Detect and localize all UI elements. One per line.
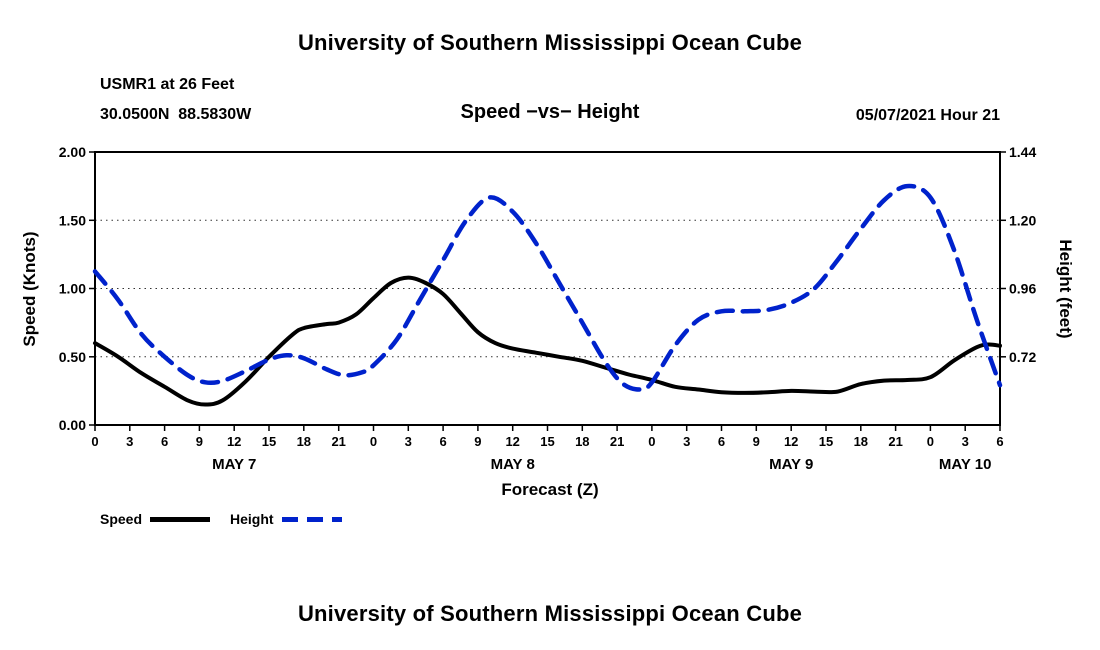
x-tick-label: 3 <box>405 434 412 449</box>
x-tick-label: 3 <box>126 434 133 449</box>
y-right-tick-label: 0.96 <box>1009 281 1036 297</box>
page-title-top: University of Southern Mississippi Ocean… <box>297 30 803 55</box>
x-tick-label: 0 <box>927 434 934 449</box>
y-right-tick-label: 1.44 <box>1009 144 1036 160</box>
x-tick-label: 0 <box>91 434 98 449</box>
y-left-tick-label: 0.50 <box>59 349 86 365</box>
x-tick-label: 0 <box>648 434 655 449</box>
x-tick-label: 21 <box>331 434 345 449</box>
page-title-bottom: University of Southern Mississippi Ocean… <box>297 601 803 626</box>
speed-axis-label: Speed (Knots) <box>20 231 39 347</box>
x-tick-label: 18 <box>854 434 868 449</box>
x-tick-label: 6 <box>718 434 725 449</box>
y-left-tick-label: 1.00 <box>59 281 86 297</box>
coordinates-label: 30.0500N 88.5830W <box>100 106 252 123</box>
x-tick-label: 9 <box>753 434 760 449</box>
chart-title: Speed −vs− Height <box>460 101 640 123</box>
y-left-tick-label: 2.00 <box>59 144 86 160</box>
x-tick-label: 21 <box>888 434 902 449</box>
x-tick-label: 12 <box>227 434 241 449</box>
x-tick-label: 9 <box>474 434 481 449</box>
x-tick-label: 6 <box>161 434 168 449</box>
x-tick-label: 3 <box>683 434 690 449</box>
speed-line <box>93 275 1002 407</box>
y-left-tick-label: 0.00 <box>59 417 86 433</box>
datetime-label: 05/07/2021 Hour 21 <box>855 107 1000 124</box>
x-tick-label: 12 <box>505 434 519 449</box>
height-line-swatch <box>281 516 342 522</box>
x-tick-label: 6 <box>439 434 446 449</box>
x-tick-label: 6 <box>996 434 1003 449</box>
x-tick-label: 12 <box>784 434 798 449</box>
x-tick-label: 21 <box>610 434 624 449</box>
y-right-tick-label: 0.72 <box>1009 349 1036 365</box>
x-tick-label: 18 <box>575 434 589 449</box>
x-tick-label: 3 <box>962 434 969 449</box>
x-tick-label: 15 <box>540 434 554 449</box>
speed-line-swatch <box>150 516 211 522</box>
x-tick-label: 15 <box>819 434 833 449</box>
x-tick-label: 18 <box>297 434 311 449</box>
day-label: MAY 9 <box>769 456 813 473</box>
legend: Speed Height <box>100 511 342 527</box>
day-label: MAY 10 <box>939 456 992 473</box>
day-label: MAY 7 <box>212 456 256 473</box>
x-tick-label: 0 <box>370 434 377 449</box>
station-label: USMR1 at 26 Feet <box>100 76 235 93</box>
y-left-tick-label: 1.50 <box>59 212 86 228</box>
legend-speed-label: Speed <box>100 511 143 527</box>
y-right-tick-label: 1.20 <box>1009 212 1036 228</box>
height-line <box>92 183 1003 392</box>
day-label: MAY 8 <box>491 456 535 473</box>
x-tick-label: 9 <box>196 434 203 449</box>
x-axis-label: Forecast (Z) <box>501 480 599 499</box>
x-tick-label: 15 <box>262 434 276 449</box>
legend-height-label: Height <box>230 511 274 527</box>
height-axis-label: Height (feet) <box>1056 239 1075 339</box>
